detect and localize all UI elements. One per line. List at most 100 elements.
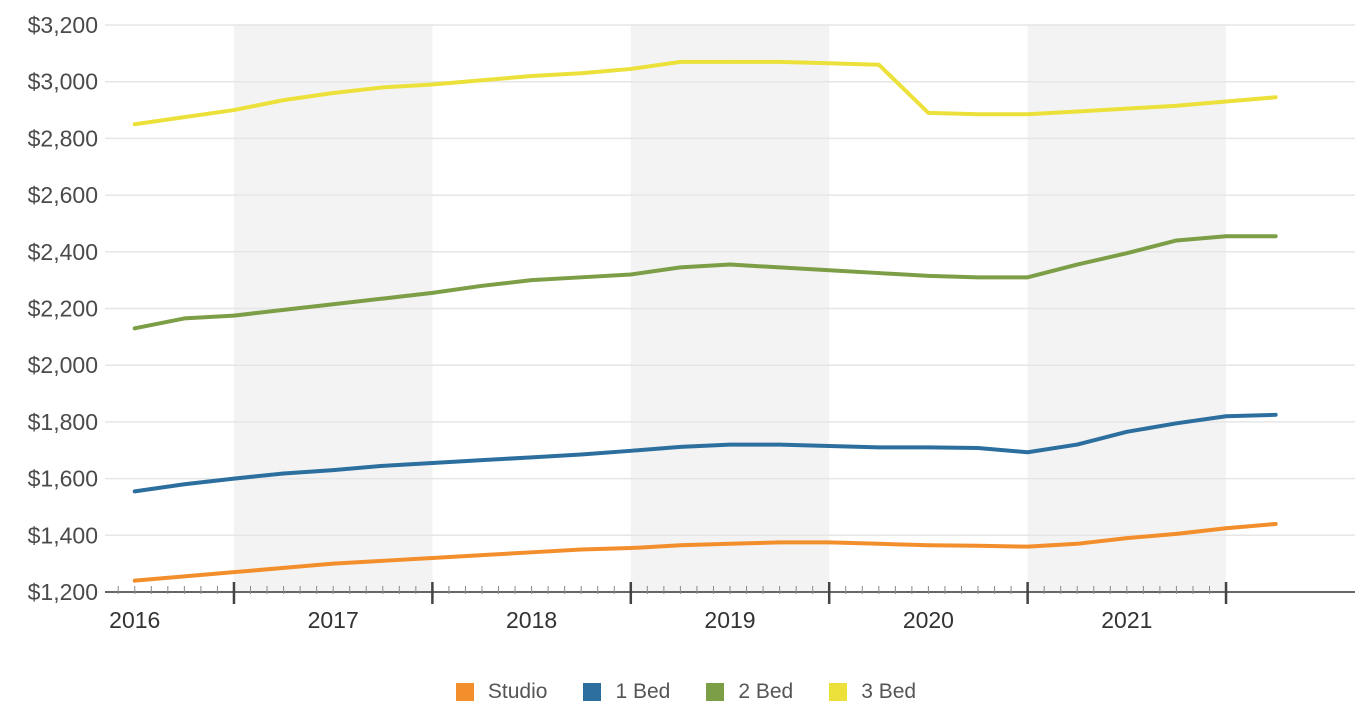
data-point [976, 112, 980, 117]
data-point [1025, 112, 1030, 117]
data-point [877, 62, 881, 67]
y-tick-label: $2,400 [28, 239, 98, 265]
data-point [480, 553, 484, 557]
data-point [1125, 251, 1129, 256]
data-point [777, 60, 782, 64]
data-point [132, 489, 137, 494]
data-point [232, 476, 236, 481]
series-line [132, 59, 1278, 127]
legend-swatch [829, 683, 848, 701]
data-point [529, 455, 534, 460]
data-point [579, 452, 583, 457]
data-point [1075, 442, 1080, 447]
data-point [281, 471, 286, 476]
data-point [1174, 421, 1179, 426]
data-point [1273, 522, 1278, 526]
data-point [529, 550, 534, 555]
x-tick-label: 2016 [109, 607, 160, 633]
legend-item[interactable]: 1 Bed [583, 680, 670, 704]
data-point [1224, 234, 1228, 239]
data-point [976, 446, 980, 450]
data-point [827, 444, 832, 448]
legend-swatch [706, 683, 725, 701]
data-point [1224, 526, 1228, 531]
data-point [529, 74, 534, 78]
legend-label: Studio [487, 680, 548, 703]
data-point [529, 278, 534, 282]
data-point [380, 85, 385, 90]
data-point [777, 540, 782, 545]
data-point [678, 543, 683, 548]
data-point [926, 111, 931, 115]
data-point [728, 542, 732, 546]
series-line [132, 412, 1278, 494]
x-tick-label: 2019 [704, 607, 755, 633]
y-tick-label: $2,800 [28, 125, 98, 151]
data-point [827, 268, 832, 273]
series-line [132, 234, 1278, 331]
y-axis-ticks: $1,200 $1,400 $1,600 $1,800 $2,000 $2,200 $2,4… [28, 12, 98, 605]
data-point [430, 461, 435, 465]
data-point [628, 449, 633, 453]
y-tick-label: $3,000 [28, 69, 98, 95]
data-point [1075, 542, 1080, 546]
data-point [728, 442, 732, 447]
data-point [1075, 109, 1080, 114]
data-point [1273, 413, 1278, 417]
data-point [430, 291, 435, 295]
data-point [1174, 103, 1179, 108]
gridlines [105, 24, 1355, 593]
data-point [182, 482, 187, 487]
data-point [628, 272, 633, 277]
data-point [628, 67, 633, 71]
data-point [281, 98, 286, 102]
data-point [678, 265, 683, 270]
data-point [1273, 95, 1278, 100]
legend-swatch [583, 683, 602, 701]
data-point [1174, 238, 1179, 243]
data-point [926, 445, 931, 450]
y-tick-label: $2,200 [28, 296, 98, 322]
data-point [579, 275, 583, 280]
data-point [678, 445, 683, 449]
data-point [728, 60, 732, 64]
data-point [579, 71, 583, 75]
data-point [331, 302, 335, 307]
data-point [480, 78, 484, 83]
series-lines [132, 59, 1278, 583]
legend-item[interactable]: Studio [455, 680, 548, 704]
data-point [380, 464, 385, 468]
data-point [480, 284, 484, 288]
x-tick-label: 2017 [308, 607, 359, 633]
data-point [331, 468, 335, 472]
y-tick-label: $1,600 [28, 466, 98, 492]
y-tick-label: $2,600 [28, 182, 98, 208]
x-axis-ticks: 2016 2017 2018 2019 2020 2021 [109, 607, 1152, 633]
y-tick-label: $1,400 [28, 522, 98, 548]
x-axis [105, 582, 1355, 604]
data-point [976, 275, 980, 280]
legend-swatch [455, 683, 474, 701]
data-point [976, 543, 980, 548]
x-tick-label: 2020 [903, 607, 954, 633]
x-tick-label: 2018 [506, 607, 557, 633]
data-point [579, 547, 583, 552]
series-line [132, 521, 1278, 583]
legend-item[interactable]: 2 Bed [706, 680, 793, 704]
data-point [678, 60, 683, 64]
data-point [182, 316, 187, 321]
series-2-bed [132, 234, 1278, 331]
series-3-bed [132, 59, 1278, 127]
data-point [926, 543, 931, 548]
data-point [380, 559, 385, 563]
data-point [182, 115, 187, 119]
legend-item[interactable]: 3 Bed [829, 680, 916, 704]
data-point [232, 108, 236, 112]
data-point [132, 122, 137, 127]
data-point [430, 556, 435, 560]
data-point [1125, 106, 1129, 111]
data-point [281, 308, 286, 312]
series-studio [132, 521, 1278, 583]
data-point [1224, 414, 1228, 419]
series-1-bed [132, 412, 1278, 494]
